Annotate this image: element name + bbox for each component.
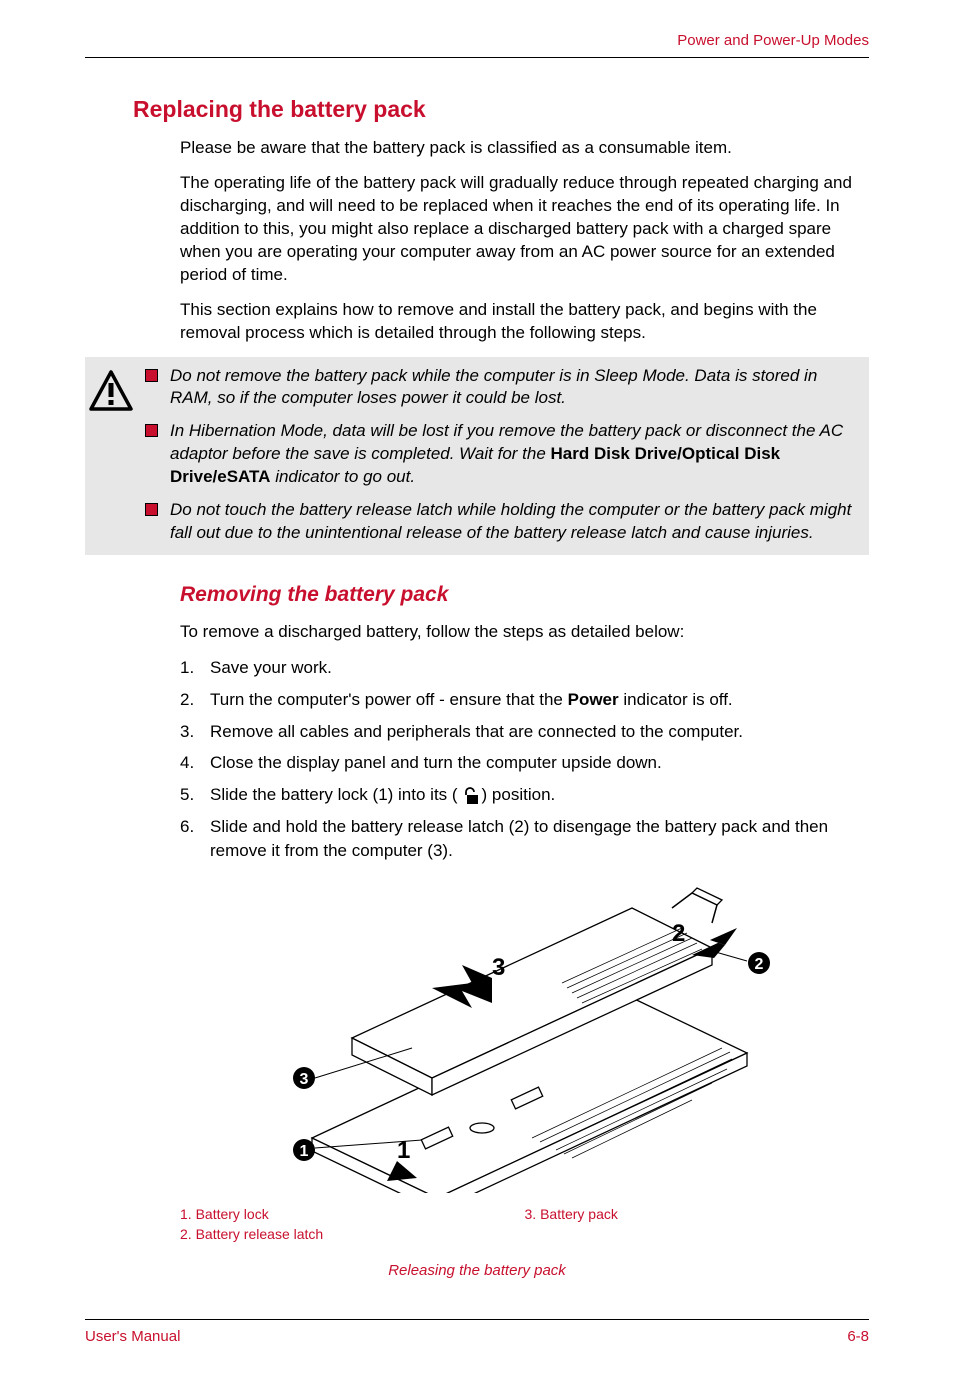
warning-text-2: In Hibernation Mode, data will be lost i… — [170, 420, 859, 489]
legend-column-2: 3. Battery pack — [525, 1206, 870, 1246]
step-4: 4. Close the display panel and turn the … — [180, 751, 869, 775]
legend-item: 3. Battery pack — [525, 1206, 870, 1222]
diagram-container: 3 2 1 1 — [85, 883, 869, 1198]
warning-box: Do not remove the battery pack while the… — [85, 357, 869, 556]
legend-item: 2. Battery release latch — [180, 1226, 525, 1242]
svg-text:3: 3 — [492, 954, 505, 981]
warning-text-3: Do not touch the battery release latch w… — [170, 499, 859, 545]
step-6: 6. Slide and hold the battery release la… — [180, 815, 869, 863]
diagram-legend: 1. Battery lock 2. Battery release latch… — [180, 1206, 869, 1246]
svg-text:1: 1 — [300, 1143, 309, 1160]
bullet-icon — [145, 424, 158, 437]
warning-icon-column — [85, 365, 145, 418]
step-5: 5. Slide the battery lock (1) into its (… — [180, 783, 869, 807]
legend-column-1: 1. Battery lock 2. Battery release latch — [180, 1206, 525, 1246]
page-footer: User's Manual 6-8 — [85, 1319, 869, 1345]
step-3: 3. Remove all cables and peripherals tha… — [180, 720, 869, 744]
svg-text:2: 2 — [672, 920, 685, 947]
heading-replacing-battery: Replacing the battery pack — [133, 96, 869, 123]
step-1: 1. Save your work. — [180, 656, 869, 680]
diagram-caption: Releasing the battery pack — [85, 1262, 869, 1279]
footer-page-number: 6-8 — [847, 1328, 869, 1345]
page-header: Power and Power-Up Modes — [85, 32, 869, 58]
warning-text-1: Do not remove the battery pack while the… — [170, 365, 859, 411]
removing-intro: To remove a discharged battery, follow t… — [180, 621, 869, 644]
paragraph-3: This section explains how to remove and … — [180, 299, 869, 345]
legend-item: 1. Battery lock — [180, 1206, 525, 1222]
heading-removing-battery: Removing the battery pack — [180, 583, 869, 607]
svg-text:2: 2 — [755, 956, 764, 973]
warning-item: Do not remove the battery pack while the… — [145, 365, 859, 411]
steps-list: 1. Save your work. 2. Turn the computer'… — [180, 656, 869, 863]
footer-left: User's Manual — [85, 1328, 180, 1345]
warning-icon — [87, 369, 135, 413]
paragraph-2: The operating life of the battery pack w… — [180, 172, 869, 287]
bullet-icon — [145, 503, 158, 516]
paragraph-1: Please be aware that the battery pack is… — [180, 137, 869, 160]
warning-item: In Hibernation Mode, data will be lost i… — [145, 420, 859, 489]
warning-items: Do not remove the battery pack while the… — [145, 365, 859, 546]
battery-diagram: 3 2 1 1 — [182, 883, 772, 1193]
warning-item: Do not touch the battery release latch w… — [145, 499, 859, 545]
bullet-icon — [145, 369, 158, 382]
svg-text:3: 3 — [300, 1071, 309, 1088]
header-section-title: Power and Power-Up Modes — [677, 32, 869, 49]
step-2: 2. Turn the computer's power off - ensur… — [180, 688, 869, 712]
unlock-icon — [460, 787, 480, 805]
